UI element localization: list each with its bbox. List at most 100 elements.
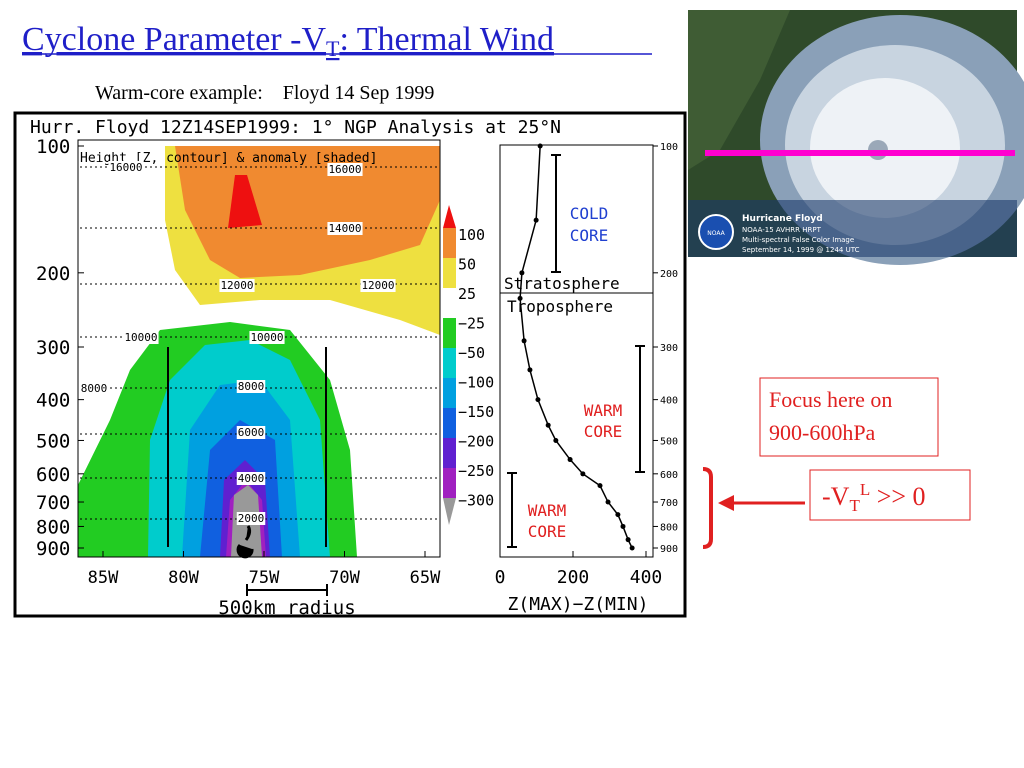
profile-point [615, 512, 621, 518]
contour-label: 16000 [109, 161, 142, 174]
colorbar-label: −25 [458, 315, 485, 333]
pressure-label-small: 300 [660, 343, 678, 354]
contour-label-bg [236, 512, 266, 525]
lon-label: 65W [410, 568, 441, 588]
profile-point [537, 143, 543, 149]
colorbar-label: −100 [458, 374, 494, 392]
colorbar-label: −300 [458, 492, 494, 510]
colorbar-label: −250 [458, 462, 494, 480]
profile-point [625, 537, 631, 543]
profile-point [533, 217, 539, 223]
colorbar-label: −200 [458, 433, 494, 451]
focus-note: Focus here on [769, 387, 892, 412]
cold-core-label: CORE [570, 226, 609, 245]
stratosphere-label: Stratosphere [504, 274, 620, 293]
lon-label: 80W [168, 568, 199, 588]
pressure-label-small: 400 [660, 396, 678, 407]
profile-point [597, 483, 603, 489]
contour-label: 6000 [238, 426, 265, 439]
contour-label-bg [236, 472, 266, 485]
pressure-label-small: 800 [660, 522, 678, 533]
pressure-label: 900 [36, 538, 70, 560]
caption-line: September 14, 1999 @ 1244 UTC [742, 246, 860, 254]
contour-label-bg [108, 161, 144, 174]
lon-label: 75W [249, 568, 280, 588]
colorbar-label: 100 [458, 226, 485, 244]
contour-label-bg [327, 163, 363, 176]
cyclone-symbol [236, 525, 254, 559]
pressure-label: 100 [36, 136, 70, 158]
caption-line: NOAA-15 AVHRR HRPT [742, 226, 822, 234]
radius-label: 500km radius [218, 597, 355, 619]
colorbar-label: −150 [458, 403, 494, 421]
contour-label: 12000 [220, 279, 253, 292]
cold-core-label: COLD [570, 204, 609, 223]
x-tick-label: 400 [630, 567, 663, 588]
contour-label-bg [123, 331, 159, 344]
profile-point [527, 367, 533, 373]
pressure-label-small: 500 [660, 436, 678, 447]
radius-bar [246, 584, 328, 596]
pressure-label: 600 [36, 464, 70, 486]
contour-label-bg [236, 380, 266, 393]
pressure-label-small: 100 [660, 142, 678, 153]
pressure-label: 700 [36, 492, 70, 514]
profile-point [567, 457, 573, 463]
contour-label-bg [360, 279, 396, 292]
profile-point [580, 471, 586, 477]
contour-label: 10000 [250, 331, 283, 344]
pressure-label: 400 [36, 390, 70, 412]
colorbar [443, 205, 456, 525]
vt-label: -VTL >> 0 [822, 480, 926, 515]
red-bracket [702, 467, 713, 549]
pressure-label: 300 [36, 337, 70, 359]
caption-line: Multi-spectral False Color Image [742, 236, 854, 244]
contour-label: 10000 [124, 331, 157, 344]
caption-line: Hurricane Floyd [742, 214, 823, 224]
pressure-label-small: 900 [660, 544, 678, 555]
logo: NOAA [707, 230, 725, 237]
lon-label: 70W [329, 568, 360, 588]
profile-point [605, 499, 611, 505]
warm-core-label: WARM [584, 401, 623, 420]
x-tick-label: 200 [557, 567, 590, 588]
lon-label: 85W [88, 568, 119, 588]
warm-core-label: CORE [528, 522, 567, 541]
focus-box [759, 377, 939, 457]
layer-brackets [507, 154, 645, 548]
profile-point [545, 422, 551, 428]
left-panel-frame [77, 139, 441, 558]
vt-box [809, 469, 971, 521]
profile-point [620, 523, 626, 529]
pressure-label: 800 [36, 516, 70, 538]
profile-point [535, 397, 541, 403]
profile-point [519, 270, 525, 276]
colorbar-label: 25 [458, 285, 476, 303]
figure-title: Hurr. Floyd 12Z14SEP1999: 1° NGP Analysi… [30, 117, 561, 138]
troposphere-label: Troposphere [507, 297, 613, 316]
pressure-label-small: 600 [660, 470, 678, 481]
colorbar-label: 50 [458, 256, 476, 274]
satellite-image: NOAA [688, 10, 1024, 265]
contour-label-bg [249, 331, 285, 344]
arrowhead [718, 495, 734, 511]
title: Cyclone Parameter -VT: Thermal Wind [22, 21, 554, 61]
contour-label: 12000 [361, 279, 394, 292]
contour-label: 4000 [238, 472, 265, 485]
right-panel-frame [499, 144, 654, 558]
warm-core-label: WARM [528, 501, 567, 520]
contour-label-bg [219, 279, 255, 292]
contour-label: 2000 [238, 512, 265, 525]
profile-point [517, 295, 523, 301]
profile-point [521, 338, 527, 344]
contour-label-bg [327, 222, 363, 235]
warm-core-label: CORE [584, 422, 623, 441]
contour-label: 8000 [81, 382, 108, 395]
x-axis-label: Z(MAX)−Z(MIN) [508, 594, 649, 615]
profile-point [629, 545, 635, 551]
contour-label: 16000 [328, 163, 361, 176]
legend-label: Height [Z, contour] & anomaly [shaded] [80, 151, 377, 166]
pressure-label-small: 200 [660, 269, 678, 280]
x-tick-label: 0 [495, 567, 506, 588]
